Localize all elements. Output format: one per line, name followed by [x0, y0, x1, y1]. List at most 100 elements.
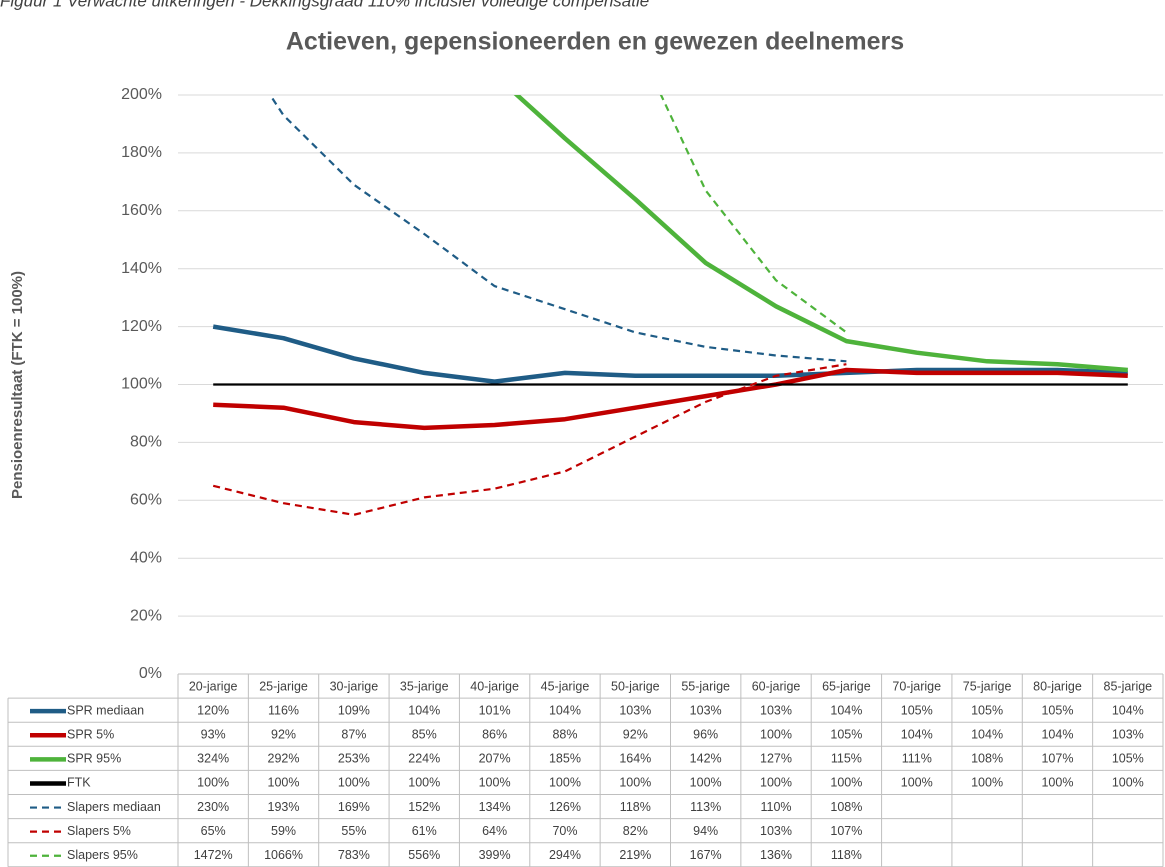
chart-title: Actieven, gepensioneerden en gewezen dee… [286, 28, 904, 56]
table-value: 100% [1041, 776, 1073, 790]
table-value: 100% [971, 776, 1003, 790]
table-value: 87% [341, 728, 366, 742]
x-tick-label: 60-jarige [752, 679, 801, 693]
table-value: 120% [197, 703, 229, 717]
table-value: 96% [693, 728, 718, 742]
table-value: 556% [408, 848, 440, 862]
table-value: 86% [482, 728, 507, 742]
table-value: 100% [760, 728, 792, 742]
table-value: 783% [338, 848, 370, 862]
x-tick-label: 80-jarige [1033, 679, 1082, 693]
y-tick-label: 20% [130, 607, 162, 624]
table-value: 65% [201, 824, 226, 838]
x-tick-label: 35-jarige [400, 679, 449, 693]
table-value: 104% [1041, 728, 1073, 742]
series-line [268, 95, 847, 363]
series-line [212, 363, 847, 516]
table-value: 142% [690, 752, 722, 766]
table-value: 55% [341, 824, 366, 838]
table-value: 103% [1112, 728, 1144, 742]
table-value: 104% [971, 728, 1003, 742]
table-value: 104% [1112, 703, 1144, 717]
legend-label: SPR 5% [67, 728, 114, 742]
table-value: 100% [1112, 776, 1144, 790]
x-tick-label: 50-jarige [611, 679, 660, 693]
table-value: 126% [549, 800, 581, 814]
table-value: 1472% [194, 848, 233, 862]
x-tick-label: 30-jarige [330, 679, 379, 693]
table-value: 82% [623, 824, 648, 838]
table-value: 116% [268, 703, 299, 717]
table-value: 59% [271, 824, 296, 838]
table-value: 100% [549, 776, 581, 790]
table-value: 100% [338, 776, 370, 790]
legend-label: Slapers 95% [67, 848, 138, 862]
series-line [513, 95, 1128, 373]
series-line [213, 367, 1128, 431]
table-value: 100% [268, 776, 300, 790]
y-tick-label: 200% [121, 86, 162, 103]
table-value: 105% [971, 703, 1003, 717]
table-value: 105% [1041, 703, 1073, 717]
table-value: 207% [479, 752, 511, 766]
table-value: 115% [831, 752, 862, 766]
table-value: 100% [479, 776, 511, 790]
y-tick-label: 0% [139, 665, 162, 682]
table-value: 111% [902, 752, 932, 766]
table-value: 64% [482, 824, 507, 838]
table-value: 399% [479, 848, 511, 862]
legend-label: Slapers mediaan [67, 800, 161, 814]
table-value: 230% [197, 800, 229, 814]
table-value: 92% [271, 728, 296, 742]
table-value: 103% [690, 703, 722, 717]
table-value: 94% [693, 824, 718, 838]
table-value: 92% [623, 728, 648, 742]
legend-label: FTK [67, 776, 91, 790]
table-value: 324% [197, 752, 229, 766]
table-value: 103% [760, 703, 792, 717]
table-value: 100% [830, 776, 862, 790]
x-tick-label: 40-jarige [470, 679, 519, 693]
y-tick-label: 100% [121, 376, 162, 393]
table-value: 109% [338, 703, 370, 717]
table-value: 1066% [264, 848, 303, 862]
table-value: 100% [760, 776, 792, 790]
y-axis-label: Pensioenresultaat (FTK = 100%) [9, 271, 26, 499]
table-value: 85% [412, 728, 437, 742]
table-value: 104% [901, 728, 933, 742]
table-value: 169% [338, 800, 370, 814]
table-value: 167% [690, 848, 722, 862]
table-value: 70% [552, 824, 577, 838]
x-tick-label: 55-jarige [681, 679, 730, 693]
legend-label: SPR mediaan [67, 703, 144, 717]
y-tick-label: 120% [121, 318, 162, 335]
legend-label: Slapers 5% [67, 824, 131, 838]
table-value: 118% [831, 848, 862, 862]
table-value: 108% [971, 752, 1003, 766]
table-value: 105% [830, 728, 862, 742]
table-value: 136% [760, 848, 792, 862]
table-value: 104% [830, 703, 862, 717]
y-tick-label: 40% [130, 549, 162, 566]
table-value: 107% [830, 824, 862, 838]
table-value: 193% [268, 800, 300, 814]
table-value: 134% [479, 800, 511, 814]
table-value: 103% [619, 703, 651, 717]
table-value: 292% [268, 752, 300, 766]
x-tick-label: 70-jarige [892, 679, 941, 693]
x-tick-label: 25-jarige [259, 679, 308, 693]
table-value: 104% [408, 703, 440, 717]
table-value: 127% [760, 752, 792, 766]
table-value: 100% [901, 776, 933, 790]
x-tick-label: 75-jarige [963, 679, 1012, 693]
x-tick-label: 85-jarige [1104, 679, 1153, 693]
table-value: 219% [619, 848, 651, 862]
y-tick-label: 180% [121, 144, 162, 161]
table-value: 113% [690, 800, 721, 814]
table-value: 164% [619, 752, 651, 766]
y-tick-label: 60% [130, 492, 162, 509]
y-tick-label: 140% [121, 260, 162, 277]
table-value: 61% [412, 824, 437, 838]
table-value: 152% [408, 800, 440, 814]
x-tick-label: 20-jarige [189, 679, 238, 693]
